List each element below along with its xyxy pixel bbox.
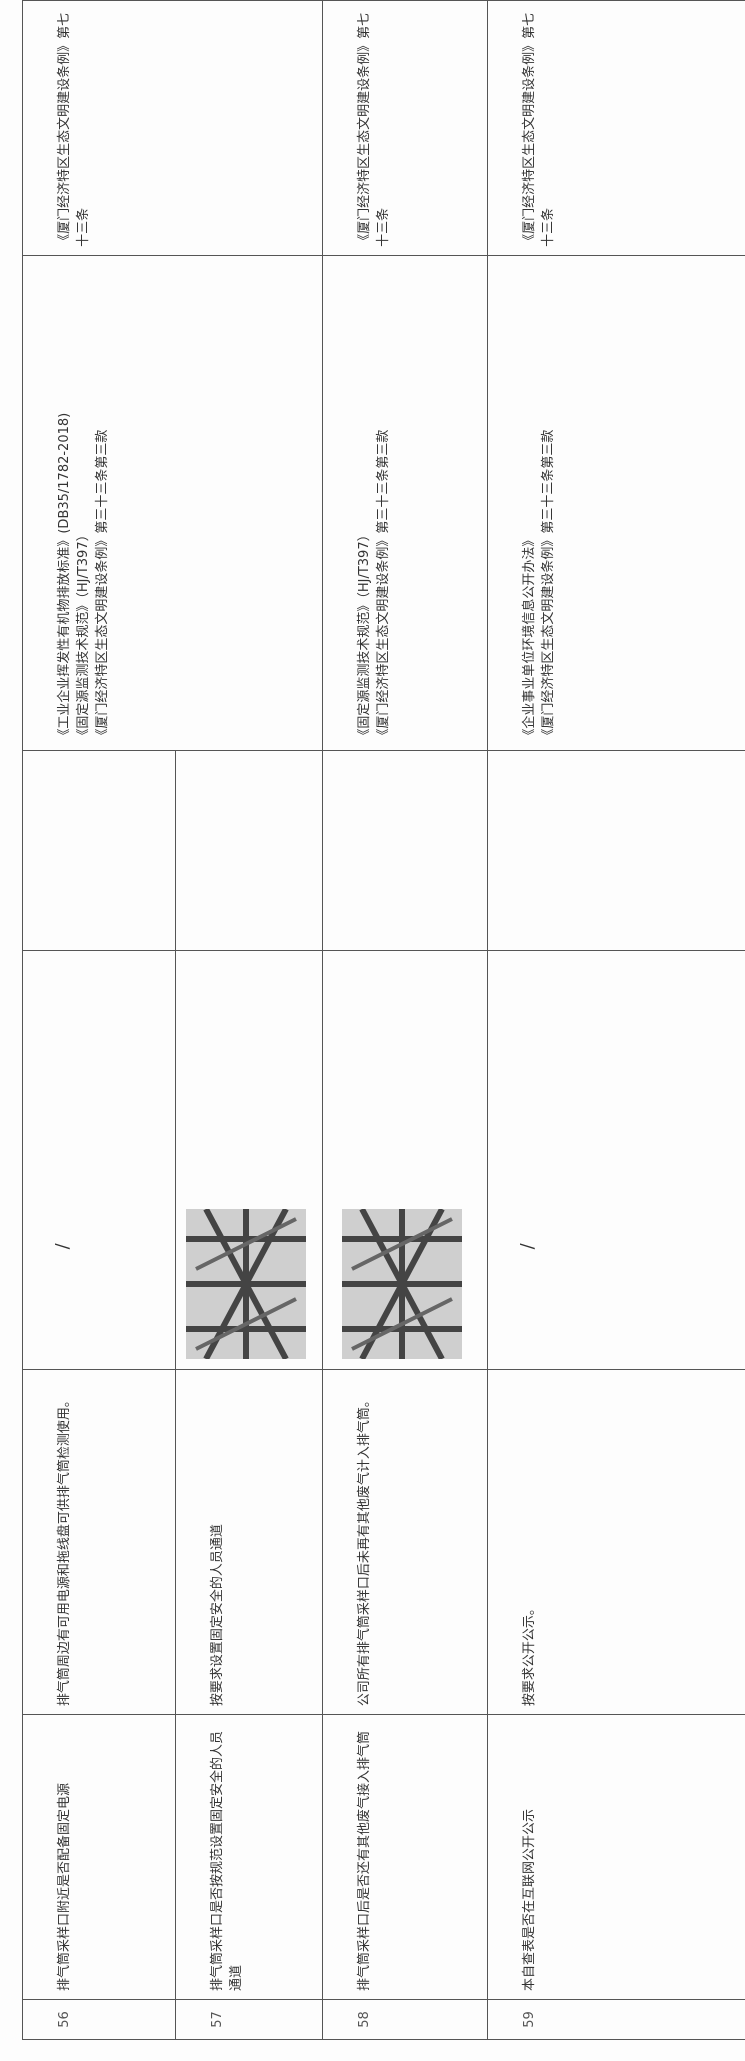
basis-line: 《固定源监测技术规范》（HJ/T397） bbox=[357, 528, 372, 742]
row-number: 56 bbox=[22, 1999, 176, 2040]
photo-cell: / bbox=[487, 950, 745, 1370]
basis-line: 《厦门经济特区生态文明建设条例》第三十三条第三款 bbox=[95, 429, 110, 742]
blank-cell bbox=[487, 750, 745, 951]
checklist-table: 56 排气筒采样口附近是否配备固定电源 排气筒周边有可用电源和拖线盘可供排气筒检测使… bbox=[22, 0, 745, 2040]
basis-line: 《企业事业单位环境信息公开办法》 bbox=[522, 533, 537, 742]
basis-line: 《工业企业挥发性有机物排放标准》(DB35/1782-2018) bbox=[57, 412, 72, 742]
basis-line: 《固定源监测技术规范》（HJ/T397） bbox=[76, 528, 91, 742]
basis-line: 《厦门经济特区生态文明建设条例》第三十三条第三款 bbox=[541, 429, 556, 742]
row-number: 58 bbox=[322, 1999, 488, 2040]
description: 公司所有排气筒采样口后未再有其他废气计入排气筒。 bbox=[322, 1369, 488, 1715]
check-item: 排气筒采样口附近是否配备固定电源 bbox=[22, 1714, 176, 2000]
description: 排气筒周边有可用电源和拖线盘可供排气筒检测使用。 bbox=[22, 1369, 176, 1715]
table-row: 56 排气筒采样口附近是否配备固定电源 排气筒周边有可用电源和拖线盘可供排气筒检测使… bbox=[22, 0, 323, 2040]
table-row: 58 排气筒采样口后是否还有其他废气接入排气筒 公司所有排气筒采样口后未再有其他废气… bbox=[322, 0, 488, 2040]
legal-basis: 《工业企业挥发性有机物排放标准》(DB35/1782-2018) 《固定源监测技术… bbox=[22, 255, 323, 751]
description: 按要求公开公示。 bbox=[487, 1369, 745, 1715]
blank-cell bbox=[175, 750, 323, 951]
description: 按要求设置固定安全的人员通道 bbox=[175, 1369, 323, 1715]
penalty-law: 《厦门经济特区生态文明建设条例》第七十三条 bbox=[22, 0, 323, 256]
table-row: 57 排气筒采样口是否按规范设置固定安全的人员通道 按要求设置固定安全的人员通道 bbox=[175, 1, 323, 2040]
check-item: 本自查表是否在互联网公开公示 bbox=[487, 1714, 745, 2000]
blank-cell bbox=[22, 750, 176, 951]
penalty-law: 《厦门经济特区生态文明建设条例》第七十三条 bbox=[322, 0, 488, 256]
photo-cell: / bbox=[22, 950, 176, 1370]
photo bbox=[186, 1207, 306, 1361]
penalty-law: 《厦门经济特区生态文明建设条例》第七十三条 bbox=[487, 0, 745, 256]
legal-basis: 《企业事业单位环境信息公开办法》 《厦门经济特区生态文明建设条例》第三十三条第三款 bbox=[487, 255, 745, 751]
check-item: 排气筒采样口后是否还有其他废气接入排气筒 bbox=[322, 1714, 488, 2000]
row-number: 57 bbox=[175, 1999, 323, 2040]
photo-cell bbox=[322, 950, 488, 1370]
row-number: 59 bbox=[487, 1999, 745, 2040]
blank-cell bbox=[322, 750, 488, 951]
legal-basis: 《固定源监测技术规范》（HJ/T397） 《厦门经济特区生态文明建设条例》第三十三… bbox=[322, 255, 488, 751]
basis-line: 《厦门经济特区生态文明建设条例》第三十三条第三款 bbox=[376, 429, 391, 742]
check-item: 排气筒采样口是否按规范设置固定安全的人员通道 bbox=[175, 1714, 323, 2000]
photo-cell bbox=[175, 950, 323, 1370]
table-row: 59 本自查表是否在互联网公开公示 按要求公开公示。 / 《企业事业单位环境信息公开办法… bbox=[487, 0, 745, 2040]
photo bbox=[342, 1207, 462, 1361]
